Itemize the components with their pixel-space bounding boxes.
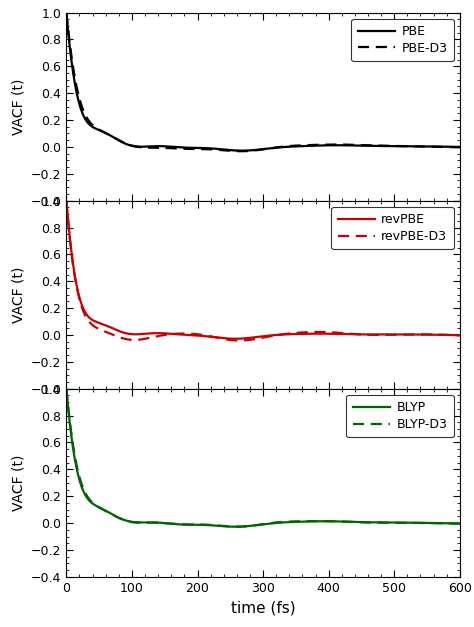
revPBE <box>407 330 413 338</box>
PBE-D3 <box>132 142 137 150</box>
PBE-D3 <box>214 146 220 154</box>
BLYP-D3 <box>64 385 69 393</box>
PBE-D3 <box>64 9 69 16</box>
Legend: revPBE, revPBE-D3: revPBE, revPBE-D3 <box>331 207 454 249</box>
Line: BLYP-D3: BLYP-D3 <box>66 389 460 527</box>
PBE <box>449 143 455 150</box>
PBE-D3 <box>109 132 114 140</box>
Y-axis label: VACF (t): VACF (t) <box>11 455 26 511</box>
revPBE <box>64 197 69 204</box>
BLYP-D3 <box>235 523 240 530</box>
revPBE-D3 <box>407 330 413 338</box>
PBE-D3 <box>407 142 413 150</box>
Legend: PBE, PBE-D3: PBE, PBE-D3 <box>351 19 454 61</box>
revPBE <box>449 331 455 339</box>
BLYP <box>132 519 137 526</box>
BLYP-D3 <box>231 523 237 530</box>
PBE-D3 <box>449 144 455 151</box>
PBE <box>214 145 220 152</box>
PBE-D3 <box>231 147 237 155</box>
BLYP <box>231 523 237 530</box>
BLYP-D3 <box>449 520 455 527</box>
revPBE <box>231 335 237 342</box>
BLYP-D3 <box>109 510 114 518</box>
revPBE-D3 <box>64 197 69 204</box>
revPBE <box>457 332 463 339</box>
PBE-D3 <box>457 144 463 151</box>
revPBE-D3 <box>449 331 455 339</box>
PBE <box>239 147 245 154</box>
BLYP <box>449 520 455 527</box>
BLYP-D3 <box>132 519 137 526</box>
revPBE-D3 <box>231 337 237 344</box>
Line: BLYP: BLYP <box>66 389 460 527</box>
PBE <box>132 142 137 150</box>
revPBE <box>109 324 114 332</box>
PBE <box>407 142 413 150</box>
Y-axis label: VACF (t): VACF (t) <box>11 266 26 323</box>
Line: revPBE-D3: revPBE-D3 <box>66 201 460 340</box>
revPBE <box>132 330 137 338</box>
X-axis label: time (fs): time (fs) <box>231 600 295 615</box>
Legend: BLYP, BLYP-D3: BLYP, BLYP-D3 <box>346 395 454 437</box>
PBE <box>231 147 237 154</box>
Line: revPBE: revPBE <box>66 201 460 339</box>
PBE <box>109 132 114 140</box>
BLYP-D3 <box>407 519 413 527</box>
Line: PBE-D3: PBE-D3 <box>66 13 460 151</box>
revPBE-D3 <box>132 336 137 344</box>
revPBE-D3 <box>214 334 220 342</box>
revPBE-D3 <box>109 330 114 338</box>
PBE <box>457 143 463 150</box>
Y-axis label: VACF (t): VACF (t) <box>11 78 26 135</box>
revPBE <box>232 335 238 342</box>
revPBE-D3 <box>457 332 463 339</box>
BLYP <box>64 385 69 393</box>
revPBE <box>214 334 220 341</box>
BLYP <box>457 520 463 527</box>
PBE-D3 <box>238 147 244 155</box>
BLYP-D3 <box>457 520 463 527</box>
BLYP-D3 <box>214 522 220 529</box>
revPBE-D3 <box>237 337 242 344</box>
BLYP <box>109 510 114 517</box>
Line: PBE: PBE <box>66 13 460 150</box>
BLYP <box>407 519 413 527</box>
BLYP <box>233 523 238 530</box>
PBE <box>64 9 69 16</box>
BLYP <box>214 522 220 529</box>
